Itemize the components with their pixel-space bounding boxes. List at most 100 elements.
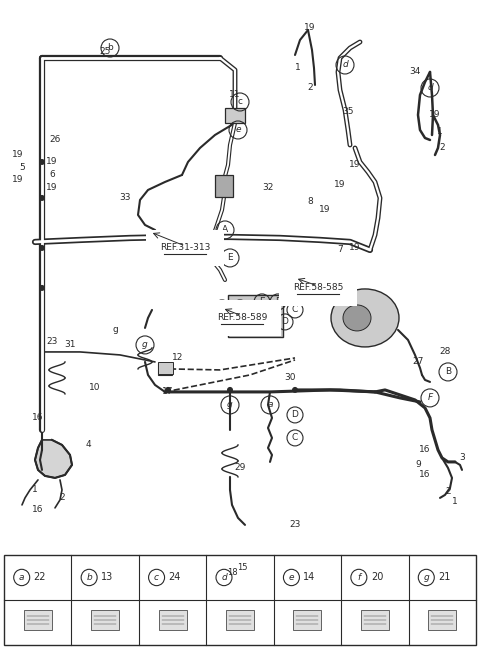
Text: 19: 19 [46, 158, 58, 167]
Text: f: f [204, 236, 206, 245]
Text: 19: 19 [46, 184, 58, 193]
Text: 4: 4 [85, 441, 91, 449]
Text: c: c [238, 97, 242, 106]
Text: 18: 18 [227, 568, 237, 577]
Bar [215, 175, 233, 197]
Text: 19: 19 [12, 151, 24, 160]
Text: 1: 1 [32, 485, 38, 495]
Text: 17: 17 [162, 387, 174, 397]
Text: D: D [291, 410, 299, 419]
Circle shape [39, 285, 45, 291]
Text: e: e [235, 125, 241, 134]
Text: a: a [267, 400, 273, 410]
Text: d: d [342, 60, 348, 69]
Text: 1: 1 [437, 127, 443, 136]
Text: 31: 31 [64, 341, 76, 349]
Text: F: F [427, 393, 432, 402]
Bar [158, 609, 187, 630]
Ellipse shape [331, 289, 399, 347]
Polygon shape [35, 440, 72, 478]
Text: E: E [227, 254, 233, 262]
Text: 13: 13 [101, 572, 113, 582]
Text: g: g [227, 400, 233, 410]
Text: 3: 3 [459, 454, 465, 463]
Text: 19: 19 [429, 110, 441, 119]
Text: B: B [237, 304, 243, 312]
Text: 16: 16 [32, 506, 44, 515]
Text: 35: 35 [342, 108, 354, 116]
Text: C: C [292, 306, 298, 315]
Bar [158, 362, 173, 374]
Text: b: b [107, 43, 113, 53]
Text: 11: 11 [229, 90, 241, 99]
Text: 15: 15 [237, 563, 247, 572]
Text: 6: 6 [49, 171, 55, 180]
Circle shape [292, 387, 298, 393]
Text: 19: 19 [349, 243, 361, 252]
Bar [361, 609, 389, 630]
Text: g: g [112, 325, 118, 334]
Text: A: A [219, 304, 225, 312]
Text: 32: 32 [262, 184, 274, 193]
Bar [24, 609, 52, 630]
Text: 27: 27 [412, 358, 424, 367]
Circle shape [227, 387, 233, 393]
Circle shape [165, 387, 171, 393]
Text: g: g [423, 573, 429, 582]
Text: b: b [86, 573, 92, 582]
Text: f: f [357, 573, 360, 582]
Circle shape [39, 195, 45, 201]
Text: F: F [276, 297, 281, 306]
Text: 24: 24 [168, 572, 181, 582]
Text: A: A [222, 225, 228, 234]
Circle shape [39, 245, 45, 251]
Text: 9: 9 [415, 460, 421, 469]
Text: 20: 20 [371, 572, 383, 582]
Text: 16: 16 [419, 445, 431, 454]
Text: 5: 5 [19, 164, 25, 173]
Text: a: a [19, 573, 24, 582]
Text: REF.31-313: REF.31-313 [160, 243, 210, 252]
Text: 22: 22 [34, 572, 46, 582]
Text: 21: 21 [438, 572, 451, 582]
Bar [228, 295, 283, 337]
Text: 10: 10 [89, 384, 101, 393]
Text: 19: 19 [319, 206, 331, 214]
Text: 34: 34 [409, 67, 420, 77]
Text: d: d [221, 573, 227, 582]
Text: 1: 1 [295, 64, 301, 73]
Text: 30: 30 [284, 373, 296, 382]
Text: 25: 25 [99, 47, 111, 56]
Text: 19: 19 [334, 180, 346, 190]
Text: D: D [282, 317, 288, 326]
Text: 23: 23 [289, 520, 300, 530]
Text: d: d [427, 84, 433, 93]
Text: 1: 1 [452, 497, 458, 506]
Text: 2: 2 [439, 143, 445, 153]
Text: 29: 29 [234, 463, 246, 472]
Text: 23: 23 [46, 337, 58, 347]
Bar [428, 609, 456, 630]
Text: C: C [292, 434, 298, 443]
Text: REF.58-585: REF.58-585 [293, 284, 343, 293]
Text: 16: 16 [32, 413, 44, 422]
Bar [293, 609, 322, 630]
Text: E: E [259, 297, 265, 306]
Text: c: c [154, 573, 159, 582]
Bar [91, 609, 119, 630]
Bar [158, 363, 172, 375]
Text: 26: 26 [49, 136, 60, 145]
Text: 2: 2 [59, 493, 65, 502]
Text: 14: 14 [303, 572, 316, 582]
Text: 19: 19 [12, 175, 24, 184]
Text: 19: 19 [304, 23, 316, 32]
Text: e: e [288, 573, 294, 582]
Text: 2: 2 [445, 487, 451, 496]
Text: 19: 19 [349, 160, 361, 169]
Text: 2: 2 [307, 84, 313, 93]
Bar [226, 609, 254, 630]
Circle shape [39, 159, 45, 165]
Text: g: g [142, 341, 148, 349]
Text: 7: 7 [337, 245, 343, 254]
Ellipse shape [343, 305, 371, 331]
